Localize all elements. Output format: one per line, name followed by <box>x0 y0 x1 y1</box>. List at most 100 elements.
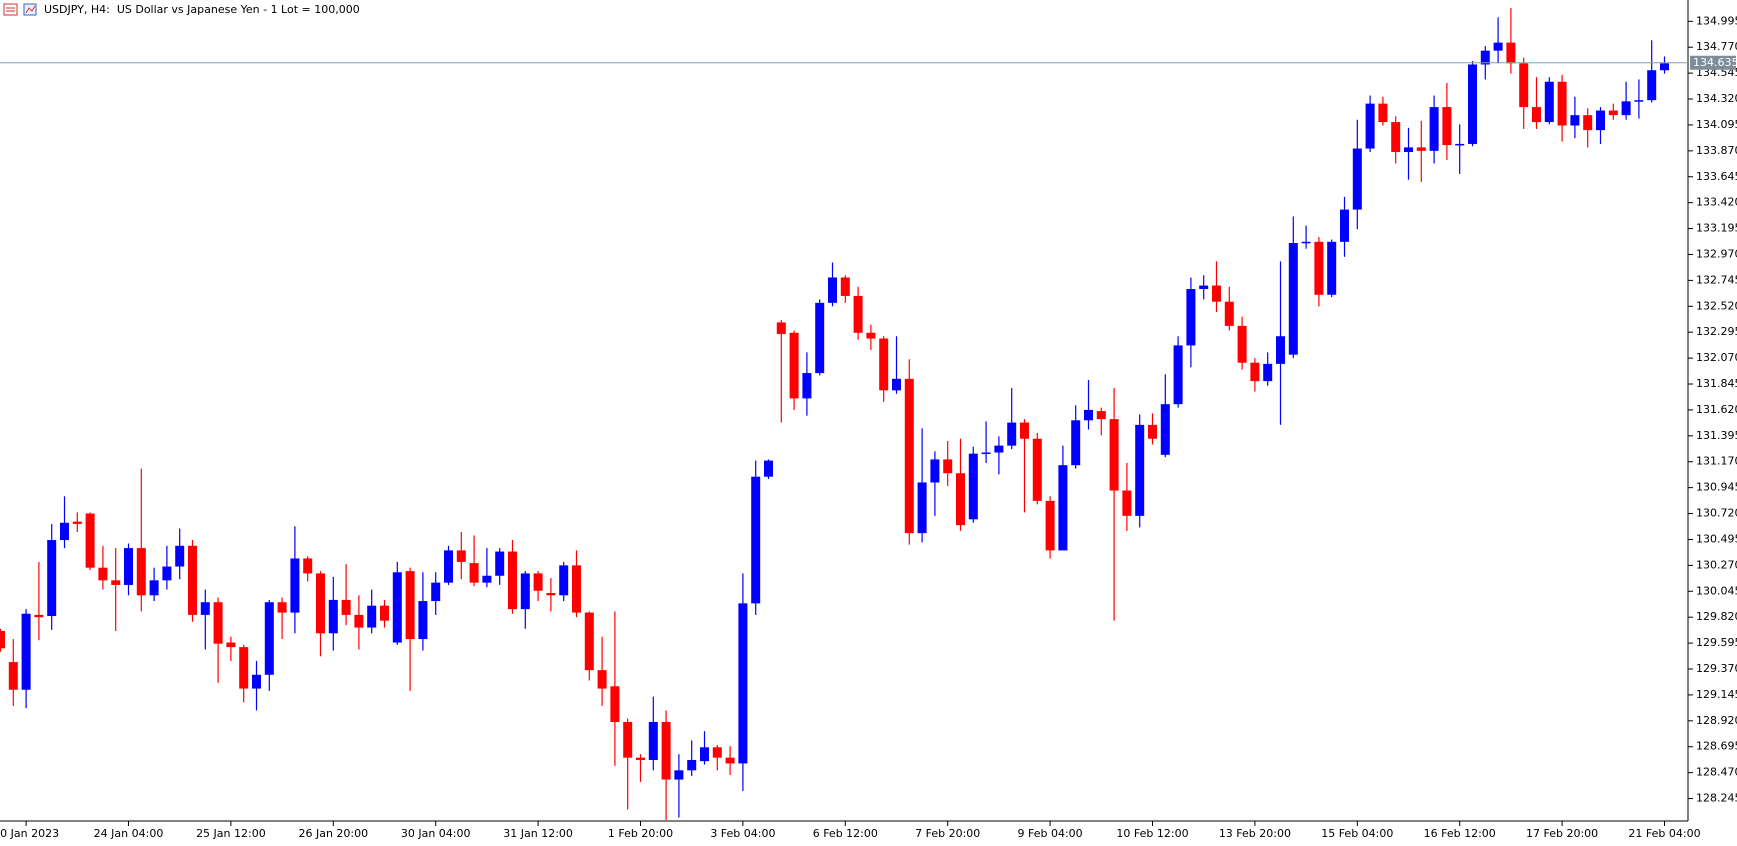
x-tick-label: 9 Feb 04:00 <box>1018 827 1083 840</box>
candle-body <box>892 378 901 391</box>
candle-body <box>380 605 389 621</box>
y-tick-label: 128.695 <box>1696 740 1737 753</box>
candle-body <box>354 614 364 628</box>
x-tick-label: 17 Feb 20:00 <box>1526 827 1598 840</box>
candle-body <box>764 460 773 477</box>
x-tick-label: 6 Feb 12:00 <box>813 827 878 840</box>
candle-body <box>712 747 722 758</box>
candle-body <box>1621 101 1631 116</box>
candle-body <box>866 332 876 339</box>
x-tick-label: 25 Jan 12:00 <box>196 827 266 840</box>
candle-body <box>136 548 146 596</box>
candle-body <box>444 550 453 583</box>
y-tick-label: 130.045 <box>1696 584 1737 597</box>
candle-body <box>776 322 786 334</box>
x-tick-label: 15 Feb 04:00 <box>1321 827 1393 840</box>
candle-body <box>1557 81 1567 126</box>
candle-body <box>341 599 351 615</box>
candle-body <box>328 599 338 634</box>
candle-body <box>213 602 223 644</box>
y-tick-label: 129.820 <box>1696 610 1737 623</box>
y-tick-label: 131.845 <box>1696 377 1737 390</box>
candle-body <box>636 757 645 760</box>
candle-body <box>1468 64 1477 144</box>
candle-body <box>1455 143 1465 146</box>
candle-body <box>367 605 377 628</box>
candle-body <box>277 602 287 613</box>
x-tick-label: 3 Feb 04:00 <box>710 827 775 840</box>
x-tick-label: 30 Jan 04:00 <box>401 827 471 840</box>
x-tick-label: 13 Feb 20:00 <box>1219 827 1291 840</box>
icon-table <box>3 3 18 16</box>
y-tick-label: 131.620 <box>1696 403 1737 416</box>
candle-body <box>508 551 517 610</box>
x-tick-label: 26 Jan 20:00 <box>298 827 368 840</box>
candle-body <box>1276 336 1285 364</box>
candle-body <box>943 459 953 474</box>
candle-body <box>623 721 633 758</box>
candle-body <box>1404 147 1413 152</box>
candle-body <box>994 445 1004 453</box>
candle-body <box>1045 500 1055 551</box>
y-tick-label: 132.295 <box>1696 325 1737 338</box>
candle-body <box>674 770 684 780</box>
candle-body <box>405 571 415 640</box>
candle-body <box>290 558 300 613</box>
candle-body <box>738 603 748 764</box>
y-tick-label: 134.995 <box>1696 14 1737 27</box>
candle-body <box>648 721 658 760</box>
candle-body <box>8 662 18 690</box>
y-tick-label: 128.920 <box>1696 714 1737 727</box>
candle-body <box>1583 115 1593 131</box>
candle-body <box>34 614 44 618</box>
candle-body <box>610 686 620 722</box>
candle-body <box>124 548 133 585</box>
candle-body <box>1148 424 1157 439</box>
y-tick-label: 129.595 <box>1696 636 1737 649</box>
candle-body <box>175 545 185 567</box>
candle-body <box>572 565 581 613</box>
y-tick-label: 129.370 <box>1696 662 1737 675</box>
y-tick-label: 130.945 <box>1696 481 1737 494</box>
candle-body <box>1544 81 1554 123</box>
candle-body <box>917 482 927 534</box>
candle-body <box>930 459 940 483</box>
candle-body <box>1506 42 1516 64</box>
candle-body <box>559 565 569 596</box>
candle-body <box>85 513 95 568</box>
candle-body <box>482 575 492 583</box>
candle-body <box>981 452 991 455</box>
candle-body <box>1109 419 1119 491</box>
candle-body <box>1122 490 1132 516</box>
y-tick-label: 129.145 <box>1696 688 1737 701</box>
candle-body <box>111 580 121 585</box>
candle-body <box>1365 103 1375 149</box>
price-label: 134.635 <box>1693 56 1737 69</box>
candle-body <box>1352 148 1362 210</box>
candle-body <box>0 631 5 649</box>
candle-body <box>1071 420 1081 466</box>
candle-body <box>1135 424 1145 516</box>
candle-body <box>1250 362 1260 382</box>
candle-body <box>1084 409 1093 421</box>
candle-body <box>725 757 735 764</box>
candle-body <box>1288 242 1298 355</box>
y-tick-label: 133.195 <box>1696 222 1737 235</box>
candle-body <box>1570 115 1580 126</box>
candle-body <box>853 295 863 333</box>
candle-body <box>1007 422 1017 446</box>
x-tick-label: 21 Feb 04:00 <box>1628 827 1700 840</box>
candle-body <box>700 747 709 762</box>
chart-title: USDJPY, H4: US Dollar vs Japanese Yen - … <box>44 3 360 16</box>
y-tick-label: 133.870 <box>1696 144 1737 157</box>
y-tick-label: 133.645 <box>1696 170 1737 183</box>
candle-body <box>661 721 671 780</box>
candle-body <box>828 277 837 303</box>
candle-body <box>1660 63 1669 71</box>
candle-body <box>1442 107 1452 146</box>
candle-body <box>1186 289 1196 346</box>
y-tick-label: 131.170 <box>1696 455 1737 468</box>
candle-body <box>584 612 594 671</box>
candle-body <box>789 332 799 399</box>
y-tick-label: 130.270 <box>1696 558 1737 571</box>
